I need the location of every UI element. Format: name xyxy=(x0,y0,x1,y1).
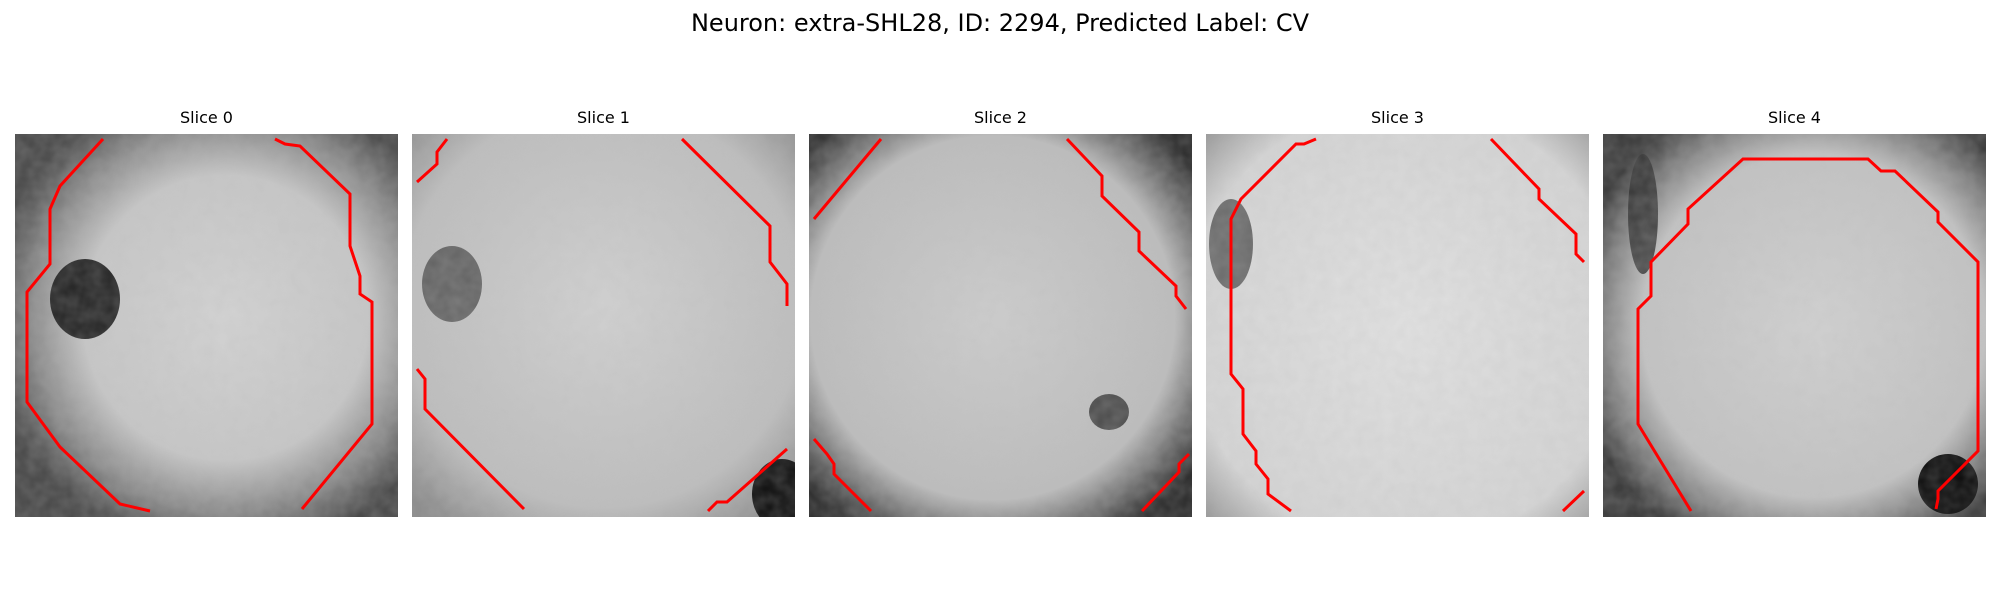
slice-title: Slice 2 xyxy=(974,108,1027,127)
slice-title: Slice 4 xyxy=(1768,108,1821,127)
slice-panel-1: Slice 1 xyxy=(412,108,795,517)
slice-image xyxy=(1603,134,1986,517)
slice-title: Slice 1 xyxy=(577,108,630,127)
slice-panel-0: Slice 0 xyxy=(15,108,398,517)
contour-right xyxy=(274,137,374,510)
slice-image xyxy=(809,134,1192,517)
slice-panel-2: Slice 2 xyxy=(809,108,1192,517)
contour-bottom-right xyxy=(1561,489,1586,513)
contour-left xyxy=(25,137,151,513)
contour-bottom-left xyxy=(415,368,526,511)
slice-panel-4: Slice 4 xyxy=(1603,108,1986,517)
slice-panel-3: Slice 3 xyxy=(1206,108,1589,517)
contour-top-left xyxy=(812,138,883,220)
figure-title: Neuron: extra-SHL28, ID: 2294, Predicted… xyxy=(690,9,1310,37)
contour-top-right xyxy=(680,137,789,306)
slice-title: Slice 3 xyxy=(1371,108,1424,127)
contour-top-left xyxy=(415,138,449,184)
slice-image xyxy=(15,134,398,517)
slice-title: Slice 0 xyxy=(180,108,233,127)
slice-image xyxy=(1206,134,1589,517)
contour-bottom-right xyxy=(1140,452,1191,513)
contour-top-right xyxy=(1065,137,1188,310)
contour-bottom-left xyxy=(812,438,873,513)
contour-top-right xyxy=(1489,137,1586,264)
contour-bottom-right xyxy=(706,447,788,513)
contour xyxy=(1636,157,1980,512)
slice-image xyxy=(412,134,795,517)
contour-left xyxy=(1229,137,1317,513)
